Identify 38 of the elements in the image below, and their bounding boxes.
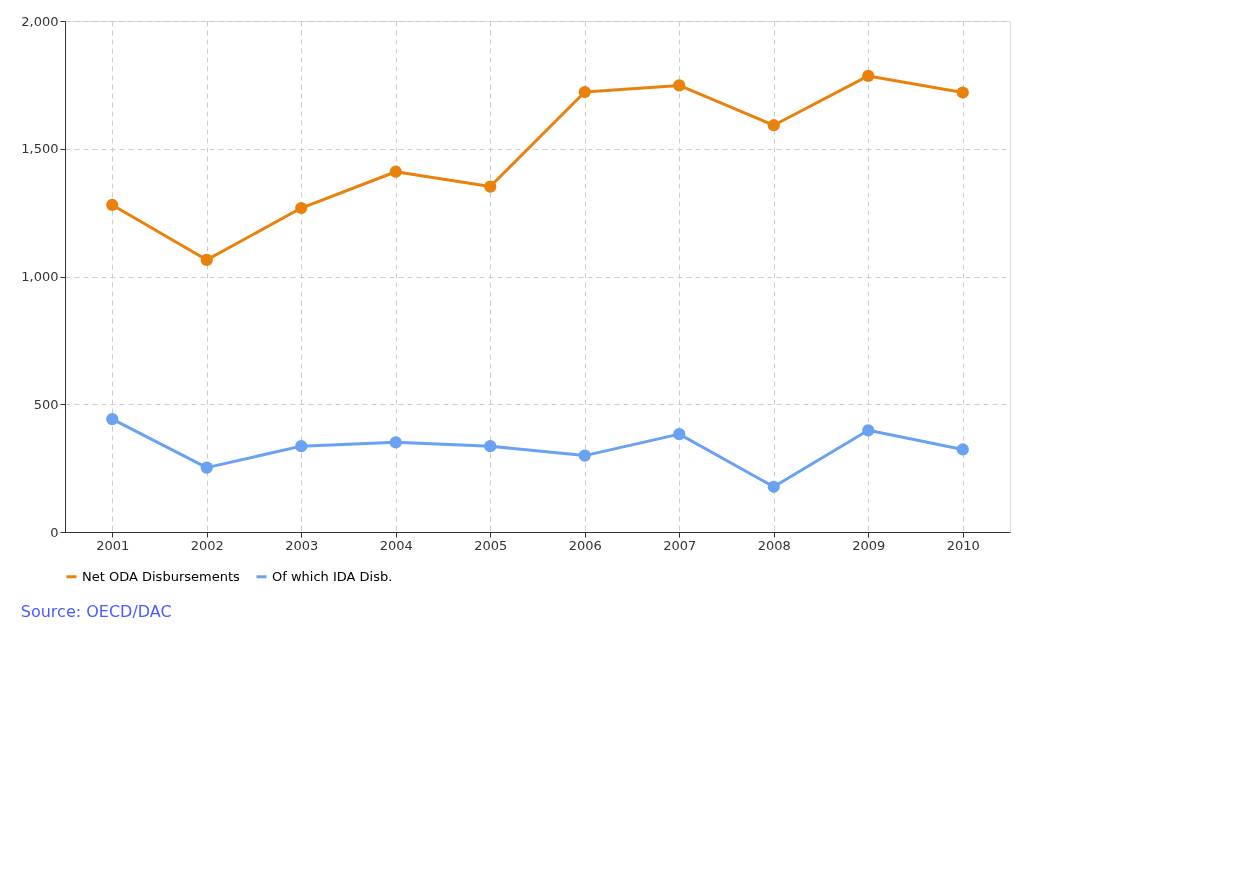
x-tick-label: 2001 [96,537,130,553]
point [767,480,780,493]
point [484,180,497,193]
x-tick-label: 2010 [946,537,980,553]
point [484,440,497,453]
x-tick-label: 2006 [568,537,602,553]
point [295,440,308,453]
x-tick-label: 2007 [663,537,697,553]
x-tick-label: 2008 [757,537,791,553]
point [295,201,308,215]
point [200,461,213,474]
point [673,428,686,441]
point [956,86,969,99]
point [389,436,402,449]
point [956,443,969,456]
legend-label: Net ODA Disbursements [82,568,240,584]
y-tick-label: 1,500 [21,141,59,157]
x-tick-label: 2004 [379,537,413,553]
x-tick-label: 2009 [852,537,886,553]
x-tick-label: 2002 [190,537,224,553]
x-tick-label: 2003 [285,537,319,553]
point [106,198,119,212]
legend-label: Of which IDA Disb. [272,568,393,584]
y-tick-label: 500 [33,396,59,412]
y-tick-label: 2,000 [21,13,59,29]
point [578,85,591,99]
x-tick-label: 2005 [474,537,508,553]
source-note: Source: OECD/DAC [20,602,172,621]
point [106,412,119,426]
point [862,69,875,83]
y-tick-label: 1,000 [21,269,59,284]
point [389,165,402,178]
point [767,119,780,132]
point [673,79,686,92]
point [578,449,591,462]
point [200,253,213,266]
point [862,424,875,437]
y-tick-label: 0 [50,524,59,540]
